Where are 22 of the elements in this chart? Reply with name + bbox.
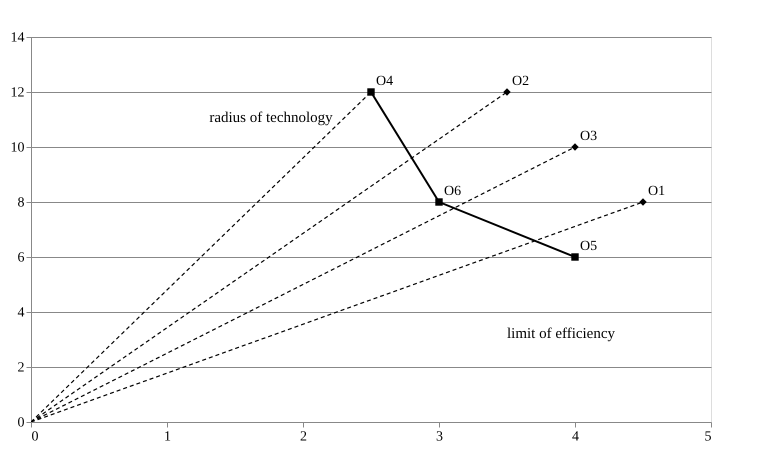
series-label: O2 xyxy=(512,74,530,89)
y-tick-label: 0 xyxy=(18,416,24,430)
y-tick-label: 4 xyxy=(18,306,24,320)
y-tick-label: 2 xyxy=(18,360,24,376)
y-tick-label: 14 xyxy=(10,30,24,46)
series-label: O3 xyxy=(580,129,598,144)
y-tick-label: 10 xyxy=(10,140,24,156)
series-label: O5 xyxy=(580,239,598,254)
series-label: O6 xyxy=(444,184,462,199)
x-tick-label: 0 xyxy=(32,430,38,444)
y-tick-label: 8 xyxy=(18,196,24,210)
x-tick-label: 2 xyxy=(300,430,307,444)
x-tick-label: 3 xyxy=(436,430,443,444)
annotation: radius of technology xyxy=(209,110,334,126)
y-tick-label: 12 xyxy=(10,86,24,100)
y-tick-label: 6 xyxy=(18,250,24,266)
x-tick-label: 4 xyxy=(572,430,579,444)
x-tick-label: 5 xyxy=(704,430,712,444)
x-tick-label: 1 xyxy=(164,430,171,444)
series-label: O1 xyxy=(648,184,666,199)
series-label: O4 xyxy=(376,74,394,89)
annotation: limit of efficiency xyxy=(506,326,616,342)
